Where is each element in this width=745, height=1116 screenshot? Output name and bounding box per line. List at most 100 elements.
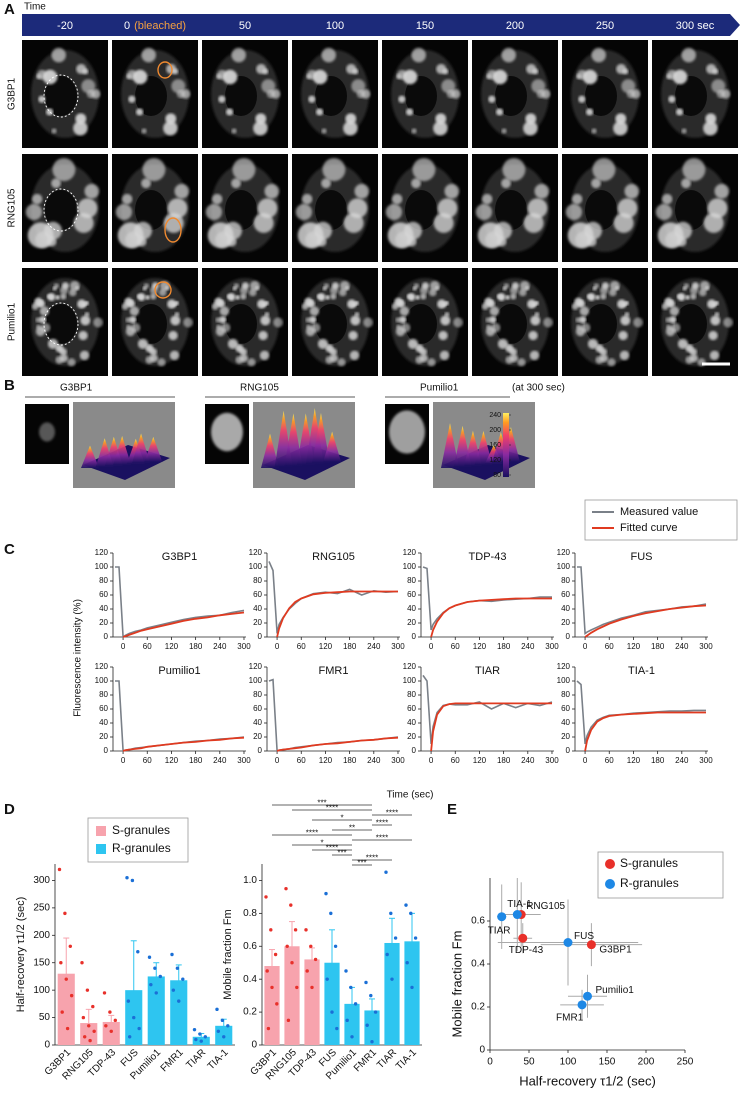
granule (402, 69, 418, 85)
y-tick-label: 60 (99, 590, 108, 599)
granule (271, 89, 281, 99)
legend-box (87, 817, 189, 863)
granule (257, 299, 267, 309)
legend-label: R-granules (112, 841, 171, 855)
x-tick-label: 0 (583, 642, 588, 651)
granule (77, 299, 87, 309)
granule (437, 299, 447, 309)
data-point (497, 912, 507, 922)
nucleus (315, 190, 347, 230)
x-tick-label: 180 (343, 756, 357, 765)
data-point (310, 985, 314, 990)
y-tick-label: 80 (99, 576, 108, 585)
nucleus (135, 304, 167, 344)
granule (505, 295, 510, 300)
nucleus (225, 76, 257, 116)
legend-label: R-granules (620, 876, 679, 890)
granule (301, 302, 309, 310)
granule (150, 293, 157, 300)
granule (435, 285, 440, 291)
granule (582, 69, 598, 85)
data-point (330, 1010, 334, 1014)
granule (427, 358, 436, 367)
colorbar-label: 200 (489, 427, 501, 434)
granule (338, 288, 347, 297)
granule (141, 128, 147, 134)
granule (80, 315, 91, 326)
x-tick-label: TIAR (184, 1047, 208, 1071)
significance-label: * (320, 839, 323, 848)
x-tick-label: 240 (367, 756, 381, 765)
surface-peak (441, 423, 460, 468)
granule (31, 193, 43, 205)
point-label: Pumilio1 (596, 985, 635, 996)
nucleus (675, 304, 707, 344)
nucleus (495, 76, 527, 116)
granule (211, 302, 219, 310)
granule (253, 212, 274, 233)
x-tick-label: 120 (165, 756, 179, 765)
significance-label: **** (326, 844, 338, 853)
granule (586, 108, 594, 116)
granule (241, 282, 249, 290)
x-tick-label: 0 (275, 756, 280, 765)
granule (46, 108, 54, 116)
granule (235, 295, 240, 300)
y-tick-label: 150 (33, 957, 50, 968)
granule (163, 212, 184, 233)
panel-label: B (4, 377, 15, 394)
data-point (158, 974, 162, 979)
granule (55, 344, 64, 353)
granule-image (389, 410, 425, 454)
data-point (198, 1032, 202, 1036)
data-point (181, 977, 185, 981)
granule (68, 288, 77, 297)
data-point (364, 980, 368, 985)
legend-label: Fitted curve (620, 522, 677, 534)
series-line (276, 736, 399, 752)
granule (530, 315, 541, 326)
data-point (304, 928, 308, 932)
granule (576, 73, 582, 80)
granule (137, 338, 149, 349)
y-tick-label: 40 (253, 604, 262, 613)
series-line (115, 680, 245, 753)
granule (655, 203, 673, 221)
nucleus-outline (43, 188, 79, 232)
granule (351, 79, 366, 94)
granule (486, 73, 492, 80)
data-point (132, 1015, 136, 1020)
time-label: 300 sec (676, 20, 715, 32)
x-tick-label: 300 (237, 756, 251, 765)
nucleus (585, 190, 617, 230)
data-point (177, 999, 181, 1003)
data-point (125, 876, 129, 880)
granule (595, 356, 604, 364)
significance-label: * (340, 814, 343, 823)
granule (305, 317, 311, 323)
data-point (309, 944, 313, 948)
granule (676, 236, 687, 247)
data-point (102, 991, 107, 995)
y-tick-label: 60 (253, 590, 262, 599)
series-line (430, 597, 552, 638)
granule (39, 306, 50, 316)
colorbar (503, 413, 509, 477)
data-point (285, 944, 289, 948)
granule (682, 158, 706, 182)
granule (681, 178, 691, 189)
chart-title: TIA-1 (628, 665, 655, 677)
granule (258, 330, 268, 341)
row-label: RNG105 (7, 188, 18, 227)
y-tick-label: 20 (561, 732, 570, 741)
bar (344, 1003, 360, 1045)
granule (622, 68, 629, 75)
granule (444, 312, 450, 317)
x-tick-label: 60 (143, 756, 152, 765)
y-axis-label: Mobile fraction Fm (222, 909, 234, 999)
series-line (276, 590, 398, 638)
granule (669, 316, 677, 324)
x-tick-label: 60 (297, 642, 306, 651)
y-tick-label: 0.8 (243, 908, 257, 919)
x-tick-label: 120 (627, 642, 641, 651)
